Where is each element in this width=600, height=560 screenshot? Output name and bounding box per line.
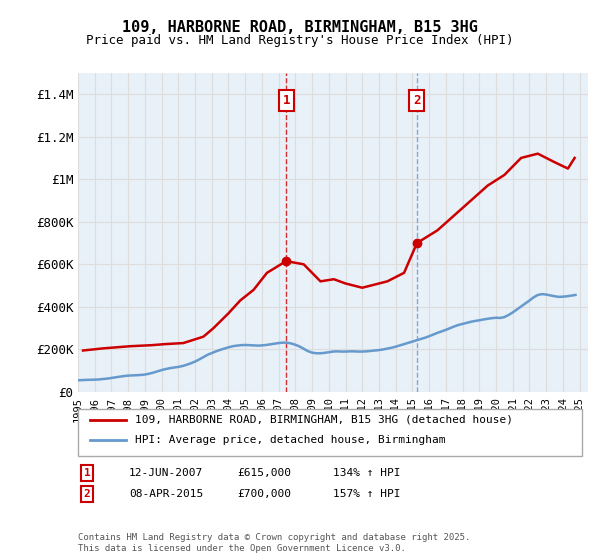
Text: 12-JUN-2007: 12-JUN-2007 (129, 468, 203, 478)
Text: Contains HM Land Registry data © Crown copyright and database right 2025.
This d: Contains HM Land Registry data © Crown c… (78, 533, 470, 553)
Text: 157% ↑ HPI: 157% ↑ HPI (333, 489, 401, 499)
Text: £700,000: £700,000 (237, 489, 291, 499)
Text: 08-APR-2015: 08-APR-2015 (129, 489, 203, 499)
Text: 2: 2 (83, 489, 91, 499)
Text: 134% ↑ HPI: 134% ↑ HPI (333, 468, 401, 478)
Text: HPI: Average price, detached house, Birmingham: HPI: Average price, detached house, Birm… (135, 435, 445, 445)
Text: 2: 2 (413, 94, 421, 107)
Text: 1: 1 (283, 94, 290, 107)
Text: 109, HARBORNE ROAD, BIRMINGHAM, B15 3HG (detached house): 109, HARBORNE ROAD, BIRMINGHAM, B15 3HG … (135, 415, 513, 425)
Text: 109, HARBORNE ROAD, BIRMINGHAM, B15 3HG: 109, HARBORNE ROAD, BIRMINGHAM, B15 3HG (122, 20, 478, 35)
Text: Price paid vs. HM Land Registry's House Price Index (HPI): Price paid vs. HM Land Registry's House … (86, 34, 514, 46)
Text: £615,000: £615,000 (237, 468, 291, 478)
Text: 1: 1 (83, 468, 91, 478)
